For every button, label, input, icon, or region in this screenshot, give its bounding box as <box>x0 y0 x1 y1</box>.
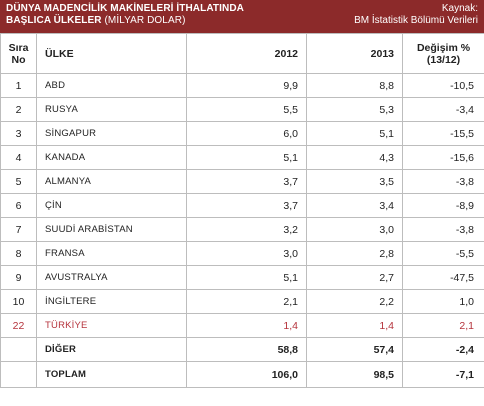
cell-rank: 1 <box>0 73 37 98</box>
cell-rank: 10 <box>0 289 37 314</box>
cell-country: ÇİN <box>36 193 187 218</box>
cell-rank: 9 <box>0 265 37 290</box>
table-row: 22 TÜRKİYE 1,4 1,4 2,1 <box>0 313 484 338</box>
column-header-row: Sıra No ÜLKE 2012 2013 Değişim % (13/12) <box>0 33 484 74</box>
title-line-2-main: BAŞLICA ÜLKELER <box>6 15 102 26</box>
cell-country: ABD <box>36 73 187 98</box>
cell-2012: 3,2 <box>186 217 307 242</box>
cell-2013: 98,5 <box>306 361 403 388</box>
table-row: 1 ABD 9,9 8,8 -10,5 <box>0 73 484 98</box>
cell-2013: 2,2 <box>306 289 403 314</box>
cell-change: -5,5 <box>402 241 484 266</box>
cell-change: -3,8 <box>402 217 484 242</box>
import-table: Sıra No ÜLKE 2012 2013 Değişim % (13/12) 1… <box>0 33 484 388</box>
table-row: 6 ÇİN 3,7 3,4 -8,9 <box>0 193 484 218</box>
table-row-other: DİĞER 58,8 57,4 -2,4 <box>0 337 484 362</box>
table-row: 2 RUSYA 5,5 5,3 -3,4 <box>0 97 484 122</box>
cell-rank: 22 <box>0 313 37 338</box>
cell-rank <box>0 361 37 388</box>
column-header-country: ÜLKE <box>36 33 187 74</box>
table-row: 7 SUUDİ ARABİSTAN 3,2 3,0 -3,8 <box>0 217 484 242</box>
table-row: 9 AVUSTRALYA 5,1 2,7 -47,5 <box>0 265 484 290</box>
cell-country: AVUSTRALYA <box>36 265 187 290</box>
cell-change: -3,4 <box>402 97 484 122</box>
cell-change: 2,1 <box>402 313 484 338</box>
cell-2013: 8,8 <box>306 73 403 98</box>
cell-change: -47,5 <box>402 265 484 290</box>
cell-2013: 1,4 <box>306 313 403 338</box>
cell-2013: 2,8 <box>306 241 403 266</box>
cell-2012: 106,0 <box>186 361 307 388</box>
title-unit: (MİLYAR DOLAR) <box>101 15 186 26</box>
column-header-change: Değişim % (13/12) <box>402 33 484 74</box>
cell-rank: 4 <box>0 145 37 170</box>
table-row: 8 FRANSA 3,0 2,8 -5,5 <box>0 241 484 266</box>
cell-country: SİNGAPUR <box>36 121 187 146</box>
cell-2012: 2,1 <box>186 289 307 314</box>
source-note: Kaynak: BM İstatistik Bölümü Verileri <box>354 3 478 27</box>
cell-rank: 7 <box>0 217 37 242</box>
cell-2012: 1,4 <box>186 313 307 338</box>
cell-country: TOPLAM <box>36 361 187 388</box>
table-row: 5 ALMANYA 3,7 3,5 -3,8 <box>0 169 484 194</box>
cell-country: TÜRKİYE <box>36 313 187 338</box>
cell-country: FRANSA <box>36 241 187 266</box>
table-row: 4 KANADA 5,1 4,3 -15,6 <box>0 145 484 170</box>
cell-2012: 3,0 <box>186 241 307 266</box>
table-row-total: TOPLAM 106,0 98,5 -7,1 <box>0 361 484 388</box>
cell-change: -2,4 <box>402 337 484 362</box>
column-header-2012: 2012 <box>186 33 307 74</box>
cell-2012: 5,1 <box>186 145 307 170</box>
cell-country: İNGİLTERE <box>36 289 187 314</box>
table-header-banner: DÜNYA MADENCİLİK MAKİNELERİ İTHALATINDA … <box>0 0 484 33</box>
cell-country: ALMANYA <box>36 169 187 194</box>
cell-rank: 8 <box>0 241 37 266</box>
cell-2013: 3,4 <box>306 193 403 218</box>
cell-2012: 9,9 <box>186 73 307 98</box>
cell-change: -8,9 <box>402 193 484 218</box>
cell-2012: 5,1 <box>186 265 307 290</box>
cell-rank: 6 <box>0 193 37 218</box>
cell-country: SUUDİ ARABİSTAN <box>36 217 187 242</box>
cell-2013: 5,1 <box>306 121 403 146</box>
cell-2013: 3,5 <box>306 169 403 194</box>
source-label: Kaynak: <box>441 3 478 14</box>
cell-change: -10,5 <box>402 73 484 98</box>
cell-2013: 3,0 <box>306 217 403 242</box>
cell-2012: 3,7 <box>186 193 307 218</box>
cell-country: DİĞER <box>36 337 187 362</box>
cell-2012: 58,8 <box>186 337 307 362</box>
title-line-2: BAŞLICA ÜLKELER (MİLYAR DOLAR) <box>6 15 244 27</box>
cell-2012: 3,7 <box>186 169 307 194</box>
cell-2013: 57,4 <box>306 337 403 362</box>
source-value: BM İstatistik Bölümü Verileri <box>354 15 478 26</box>
cell-country: RUSYA <box>36 97 187 122</box>
title-line-1: DÜNYA MADENCİLİK MAKİNELERİ İTHALATINDA <box>6 3 244 14</box>
cell-change: -15,5 <box>402 121 484 146</box>
cell-2013: 4,3 <box>306 145 403 170</box>
table-title: DÜNYA MADENCİLİK MAKİNELERİ İTHALATINDA … <box>6 3 244 27</box>
cell-2013: 2,7 <box>306 265 403 290</box>
cell-country: KANADA <box>36 145 187 170</box>
table-row: 3 SİNGAPUR 6,0 5,1 -15,5 <box>0 121 484 146</box>
cell-change: 1,0 <box>402 289 484 314</box>
cell-rank: 3 <box>0 121 37 146</box>
table-row: 10 İNGİLTERE 2,1 2,2 1,0 <box>0 289 484 314</box>
cell-change: -15,6 <box>402 145 484 170</box>
cell-rank: 5 <box>0 169 37 194</box>
column-header-2013: 2013 <box>306 33 403 74</box>
cell-rank: 2 <box>0 97 37 122</box>
column-header-rank: Sıra No <box>0 33 37 74</box>
cell-change: -7,1 <box>402 361 484 388</box>
cell-2013: 5,3 <box>306 97 403 122</box>
cell-2012: 6,0 <box>186 121 307 146</box>
cell-change: -3,8 <box>402 169 484 194</box>
cell-rank <box>0 337 37 362</box>
cell-2012: 5,5 <box>186 97 307 122</box>
